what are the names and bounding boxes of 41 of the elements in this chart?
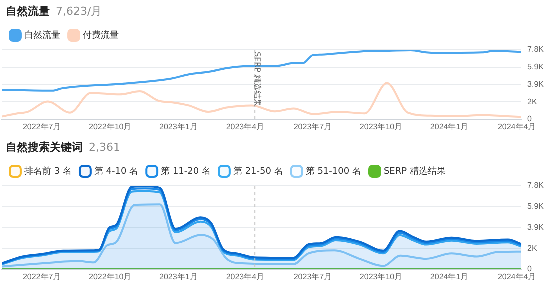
y-tick-label: 3.9K [528,80,545,89]
x-tick-label: 2023年7月 [294,122,332,132]
x-tick-label: 2023年10月 [360,122,403,132]
y-tick-label: 5.9K [528,62,545,72]
y-tick-label: 5.9K [528,202,545,212]
x-tick-label: 2023年4月 [226,122,265,132]
legend-label: 第 21-50 名 [233,166,284,177]
x-tick-label: 2023年1月 [160,122,198,132]
ref-line-label: SERP 精选结果 [253,52,262,108]
x-tick-label: 2023年1月 [160,272,198,282]
x-tick-label: 2023年10月 [360,272,403,282]
legend-label: 第 4-10 名 [94,166,139,177]
legend-label: 第 51-100 名 [306,166,362,177]
y-tick-label: 0 [528,114,533,124]
y-tick-label: 3.9K [528,222,545,232]
line-series [2,82,522,118]
legend-label: 付费流量 [83,30,119,41]
y-tick-label: 0 [528,264,533,274]
x-tick-label: 2024年1月 [430,122,469,132]
chart-title: 自然流量 [6,5,50,18]
line-series [2,50,522,92]
y-tick-label: 2K [528,244,538,253]
x-tick-label: 2024年4月 [498,272,536,282]
x-tick-label: 2022年7月 [22,272,62,282]
chart-subtitle: 7,623/月 [56,5,102,18]
x-tick-label: 2024年4月 [498,122,536,132]
x-tick-label: 2024年1月 [430,272,469,282]
x-tick-label: 2022年7月 [22,122,62,132]
y-tick-label: 7.8K [528,45,545,54]
legend-label: 自然流量 [24,30,60,41]
x-tick-label: 2022年10月 [89,122,132,132]
chart-title: 自然搜索关键词 [6,141,83,154]
legend-label: 第 11-20 名 [161,166,211,177]
y-tick-label: 7.8K [528,181,545,190]
y-tick-label: 2K [528,97,538,106]
legend-label: 排名前 3 名 [24,166,72,177]
x-tick-label: 2022年10月 [89,272,132,282]
legend-label: SERP 精选结果 [384,166,446,177]
x-tick-label: 2023年4月 [226,272,265,282]
chart-subtitle: 2,361 [89,141,120,154]
x-tick-label: 2023年7月 [294,272,332,282]
